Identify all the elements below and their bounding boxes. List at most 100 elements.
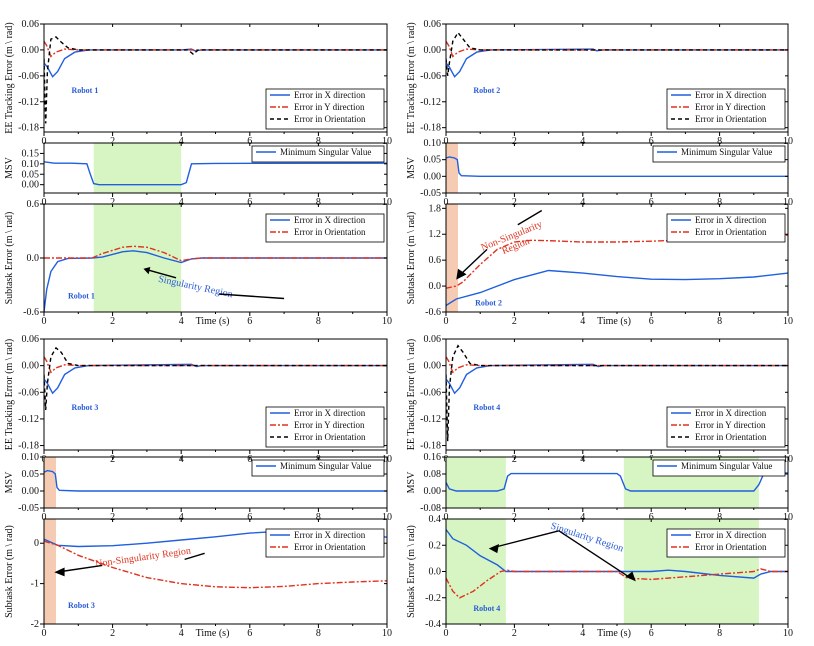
y-axis-label: EE Tracking Error (m \ rad) [4,339,15,450]
legend: Error in X direction Error in Orientation [666,528,786,558]
x-tick-label: 0 [444,316,449,327]
x-tick-label: 8 [316,136,321,147]
non-singularity-region-band [44,457,57,508]
series-line-error-in-y-direction [446,40,788,58]
y-tick-label: 0.0 [429,567,442,578]
annotation-arrow [491,530,560,549]
y-axis-label: Subtask Error (m \ rad) [406,525,417,618]
series-line-error-in-y-direction [44,356,387,374]
x-axis-label: Time (s) [597,628,631,639]
y-tick-label: -1 [31,579,39,590]
annotation-arrowhead [488,543,500,554]
y-tick-label: 0.00 [424,45,442,56]
y-axis-label: MSV [4,156,15,178]
legend: Error in X direction Error in Y direction… [666,88,786,130]
y-tick-label: 0.10 [22,452,40,463]
x-tick-label: 4 [580,628,585,639]
x-tick-label: 8 [717,628,722,639]
singularity-region-band [93,143,182,193]
x-tick-label: 8 [717,316,722,327]
y-tick-label: 0.6 [27,199,40,210]
x-tick-label: 0 [42,512,47,523]
non-singularity-region-band [446,143,458,193]
x-tick-label: 2 [110,316,115,327]
annotation-arrow [61,564,103,573]
series-line-error-in-orientation [44,36,387,124]
x-tick-label: 4 [179,512,184,523]
y-axis-label: EE Tracking Error (m \ rad) [406,22,417,133]
series-line-error-in-orientation [44,346,387,411]
legend: Error in X direction Error in Orientation [265,213,385,243]
y-tick-label: 0.4 [429,514,442,525]
legend-box [251,459,385,477]
x-tick-label: 8 [316,197,321,208]
y-axis-label: MSV [406,156,417,178]
y-tick-label: 0.00 [22,486,40,497]
y-tick-label: -0.6 [23,307,39,318]
x-tick-label: 2 [110,136,115,147]
x-tick-label: 2 [512,316,517,327]
x-tick-label: 6 [649,316,654,327]
annotation-arrowhead [143,267,151,275]
y-tick-label: 0 [34,538,39,549]
series-line-error-in-y-direction [446,356,788,374]
x-tick-label: 4 [580,136,585,147]
x-tick-label: 6 [649,628,654,639]
y-tick-label: -0.12 [420,414,441,425]
y-tick-label: -0.18 [18,123,39,134]
y-tick-label: 0.00 [424,171,442,182]
annotation-arrowhead [456,268,467,280]
legend-label: Error in Orientation [294,114,366,124]
x-tick-label: 2 [512,136,517,147]
legend-box [265,213,385,243]
legend: Minimum Singular Value [652,459,786,477]
legend: Error in X direction Error in Y direction… [666,406,786,448]
y-tick-label: 0.6 [429,255,442,266]
y-tick-label: -0.06 [420,387,441,398]
x-tick-label: 6 [247,136,252,147]
y-tick-label: 0.10 [424,138,442,149]
y-tick-label: 0.00 [22,180,40,191]
x-tick-label: 10 [783,136,793,147]
legend-box [666,528,786,558]
x-tick-label: 6 [247,628,252,639]
x-tick-label: 10 [783,316,793,327]
legend-label: Error in Orientation [294,432,366,442]
annotation-arrow [558,530,632,579]
sub-panel-r1: 0 2 4 6 8 10 0.6 0.0 -0.6 Subtask Error (m \ rad)… [4,199,392,327]
x-tick-label: 4 [179,136,184,147]
legend-box [652,145,786,163]
legend-label: Error in Y direction [695,420,766,430]
y-tick-label: 0.16 [424,452,442,463]
x-tick-label: 4 [179,628,184,639]
x-tick-label: 10 [783,512,793,523]
y-tick-label: 1.2 [429,229,442,240]
y-tick-label: -0.18 [18,441,39,452]
robot-label: Robot 4 [473,604,500,613]
legend-label: Minimum Singular Value [681,461,772,471]
annotation-arrow [517,209,543,226]
y-axis-label: EE Tracking Error (m \ rad) [406,339,417,450]
legend: Error in X direction Error in Y direction… [265,406,385,448]
y-axis-label: MSV [406,471,417,493]
x-tick-label: 2 [512,197,517,208]
y-tick-label: -0.06 [18,387,39,398]
sub-panel-r2: 0 2 4 6 8 10 1.8 1.2 0.6 0.0 -0.6 Subtask Error (m … [406,203,793,327]
x-tick-label: 6 [649,512,654,523]
x-tick-label: 4 [179,316,184,327]
x-tick-label: 0 [444,136,449,147]
annotation-arrow [146,269,177,279]
legend-box [666,213,786,243]
sub-panel-r4: 0 2 4 6 8 10 0.4 0.2 0.0 -0.2 -0.4 Subtask Error (m… [406,514,793,639]
robot-label: Robot 1 [71,86,98,95]
series-line-error-in-orientation [446,31,788,76]
x-tick-label: 0 [42,136,47,147]
y-tick-label: -0.12 [18,414,39,425]
y-tick-label: -0.06 [420,71,441,82]
legend-label: Error in X direction [695,90,767,100]
y-tick-label: 1.8 [429,203,442,214]
x-tick-label: 10 [783,628,793,639]
